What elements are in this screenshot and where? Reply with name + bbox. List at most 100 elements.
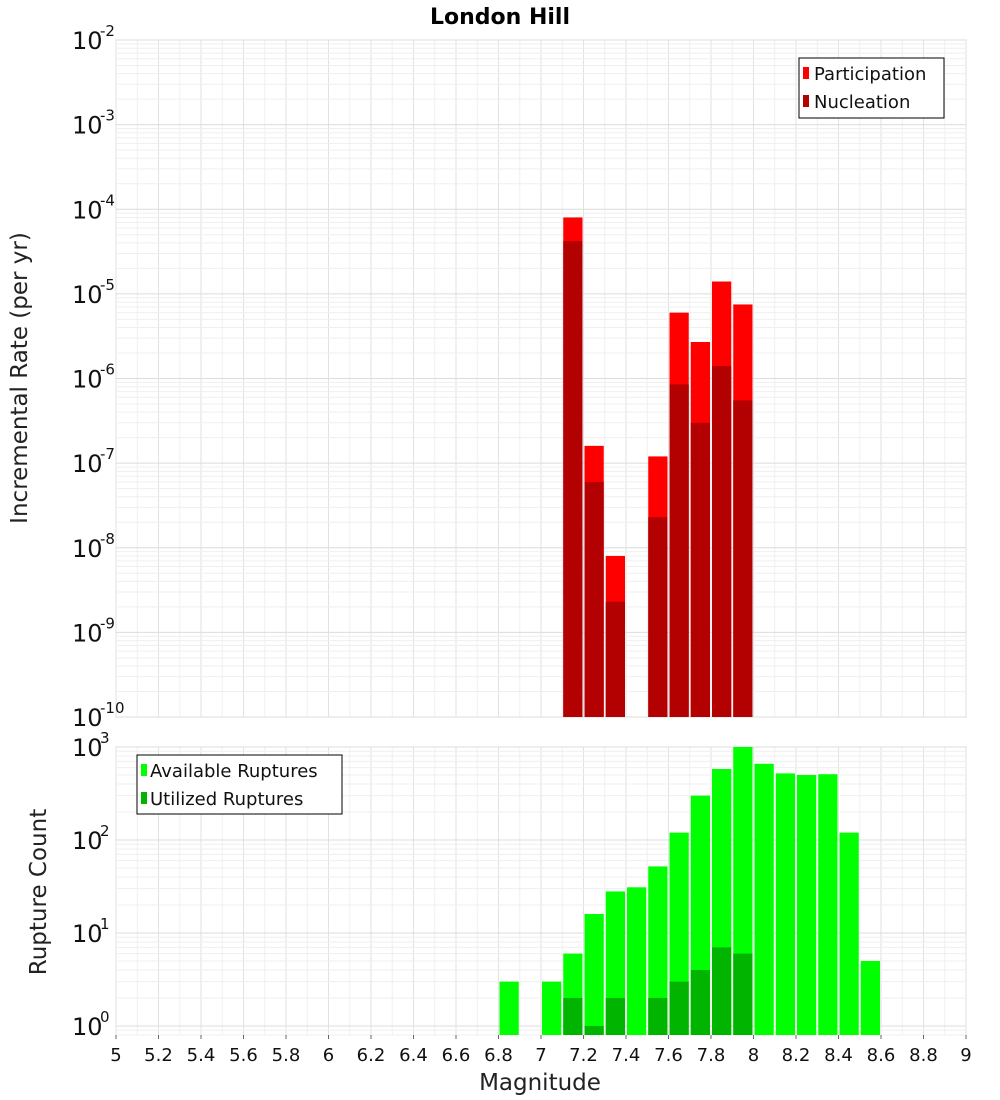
- nucleation-bar: [733, 400, 753, 717]
- x-tick-label: 6: [323, 1045, 334, 1066]
- nucleation-legend-label: Nucleation: [814, 92, 910, 113]
- nucleation-bar: [669, 384, 689, 717]
- rate-y-tick-exponent: -2: [100, 22, 115, 40]
- count-y-tick-label: 10: [72, 827, 103, 855]
- rate-y-tick-label: 10: [72, 281, 103, 309]
- participation-swatch: [803, 67, 809, 79]
- available-legend-label: Available Ruptures: [150, 761, 318, 782]
- x-ticks: 5 5.2 5.4 5.6 5.8 6 6.2 6.4 6.6 6.8 7 7.2 7.4 7.6 7.8 8…: [110, 1035, 972, 1066]
- rate-y-tick-label: 10: [72, 619, 103, 647]
- available-swatch: [141, 764, 147, 776]
- available-bar: [648, 866, 668, 1035]
- x-tick-label: 5.4: [187, 1045, 216, 1066]
- x-tick-label: 8.4: [824, 1045, 853, 1066]
- rate-y-tick-label: 10: [72, 366, 103, 394]
- count-y-tick-exponent: 0: [100, 1008, 110, 1026]
- rate-y-tick-exponent: -8: [100, 530, 115, 548]
- x-tick-label: 7.4: [612, 1045, 641, 1066]
- x-tick-label: 8.8: [909, 1045, 938, 1066]
- utilized-bar: [733, 953, 753, 1035]
- nucleation-swatch: [803, 95, 809, 107]
- x-tick-label: 9: [960, 1045, 971, 1066]
- utilized-bar: [712, 947, 732, 1035]
- count-bars: [499, 747, 880, 1035]
- available-bar: [818, 774, 838, 1035]
- rate-grid: [115, 39, 967, 718]
- rate-y-tick-label: 10: [72, 27, 103, 55]
- count-y-tick-label: 10: [72, 734, 103, 762]
- utilized-swatch: [141, 792, 147, 804]
- available-bar: [775, 773, 795, 1035]
- rate-y-tick-exponent: -6: [100, 361, 115, 379]
- rate-y-tick-label: 10: [72, 450, 103, 478]
- count-y-tick-label: 10: [72, 920, 103, 948]
- x-tick-label: 7.2: [569, 1045, 598, 1066]
- x-tick-label: 5: [110, 1045, 121, 1066]
- x-tick-label: 8.2: [782, 1045, 811, 1066]
- x-tick-label: 8: [748, 1045, 759, 1066]
- available-bar: [542, 981, 562, 1035]
- utilized-bar: [563, 997, 583, 1035]
- rate-y-tick-label: 10: [72, 704, 103, 732]
- rate-y-tick-exponent: -9: [100, 614, 115, 632]
- x-tick-label: 6.4: [399, 1045, 428, 1066]
- nucleation-bar: [690, 422, 710, 717]
- x-tick-label: 5.6: [229, 1045, 258, 1066]
- utilized-legend-label: Utilized Ruptures: [150, 789, 303, 810]
- rate-y-tick-exponent: -4: [100, 191, 115, 209]
- utilized-bar: [584, 1025, 604, 1035]
- count-y-tick-exponent: 3: [100, 729, 110, 747]
- rate-y-tick-label: 10: [72, 535, 103, 563]
- available-bar: [860, 960, 880, 1035]
- x-tick-label: 6.6: [442, 1045, 471, 1066]
- count-y-tick-label: 10: [72, 1013, 103, 1041]
- available-bar: [797, 774, 817, 1035]
- rate-y-tick-exponent: -7: [100, 445, 115, 463]
- rate-y-tick-label: 10: [72, 112, 103, 140]
- rate-y-tick-exponent: -3: [100, 107, 115, 125]
- count-y-tick-exponent: 2: [100, 822, 110, 840]
- available-bar: [499, 981, 519, 1035]
- rate-legend: Participation Nucleation: [798, 57, 945, 119]
- x-tick-label: 5.2: [144, 1045, 173, 1066]
- nucleation-bar: [584, 481, 604, 717]
- rate-y-tick-exponent: -10: [100, 699, 125, 717]
- x-tick-label: 8.6: [867, 1045, 896, 1066]
- rate-bars: [563, 217, 753, 718]
- available-bar: [839, 832, 859, 1035]
- utilized-bar: [648, 997, 668, 1035]
- count-legend-box: [136, 754, 343, 815]
- nucleation-bar: [605, 601, 625, 717]
- rate-y-tick-exponent: -5: [100, 276, 115, 294]
- available-bar: [754, 763, 774, 1035]
- count-y-tick-exponent: 1: [100, 915, 110, 933]
- rate-y-tick-label: 10: [72, 196, 103, 224]
- x-tick-label: 6.2: [357, 1045, 386, 1066]
- chart-title: London Hill: [430, 5, 570, 30]
- x-tick-label: 6.8: [484, 1045, 513, 1066]
- x-axis-label: Magnitude: [479, 1070, 601, 1096]
- rate-y-axis-label: Incremental Rate (per yr): [7, 232, 33, 524]
- rate-legend-box: [798, 57, 945, 119]
- nucleation-bar: [648, 517, 668, 717]
- utilized-bar: [605, 997, 625, 1035]
- x-tick-label: 7.8: [697, 1045, 726, 1066]
- available-bar: [584, 914, 604, 1035]
- count-grid: [115, 746, 967, 1036]
- count-y-axis-label: Rupture Count: [26, 809, 52, 975]
- x-tick-label: 7.6: [654, 1045, 683, 1066]
- participation-legend-label: Participation: [814, 64, 926, 85]
- x-tick-label: 5.8: [272, 1045, 301, 1066]
- x-tick-label: 7: [535, 1045, 546, 1066]
- nucleation-bar: [712, 366, 732, 717]
- nucleation-bar: [563, 241, 583, 718]
- utilized-bar: [669, 981, 689, 1035]
- utilized-bar: [690, 969, 710, 1035]
- count-legend: Available Ruptures Utilized Ruptures: [136, 754, 343, 815]
- available-bar: [627, 887, 647, 1035]
